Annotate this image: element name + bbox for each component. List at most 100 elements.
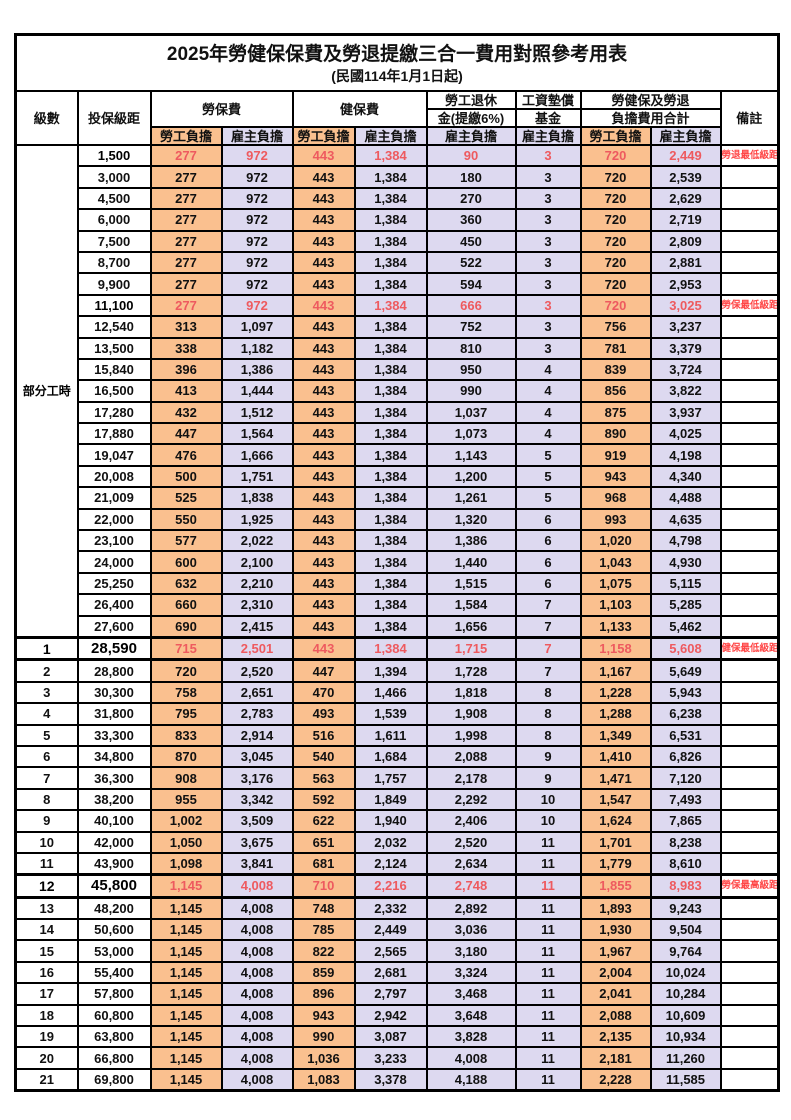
health-ins-employee-cell: 859 bbox=[291, 960, 356, 985]
bracket-cell: 4,500 bbox=[76, 186, 152, 211]
table-body: 部分工時 1,500 277 972 443 1,384 90 3 720 2,449 勞退最低級距… bbox=[14, 143, 780, 1092]
total-employee-cell: 720 bbox=[579, 272, 652, 296]
remark-cell bbox=[719, 658, 780, 683]
labor-ins-employer-cell: 3,675 bbox=[220, 830, 294, 854]
total-employer-cell: 7,493 bbox=[649, 787, 722, 812]
level-cell: 7 bbox=[14, 766, 79, 790]
total-employer-cell: 7,865 bbox=[649, 809, 722, 833]
wage-fund-employer-cell: 3 bbox=[514, 229, 582, 253]
total-employee-cell: 1,967 bbox=[579, 939, 652, 963]
bracket-cell: 26,400 bbox=[76, 593, 152, 617]
labor-ins-employee-cell: 1,145 bbox=[149, 982, 223, 1006]
table-row: 3 30,300 758 2,651 470 1,466 1,818 8 1,228 5,943 bbox=[14, 680, 780, 705]
bracket-cell: 69,800 bbox=[76, 1067, 152, 1092]
table-row: 24,000 600 2,100 443 1,384 1,440 6 1,043 4,930 bbox=[16, 550, 780, 574]
level-cell: 4 bbox=[14, 702, 79, 726]
total-employee-cell: 1,020 bbox=[579, 529, 652, 553]
total-employer-cell: 2,539 bbox=[649, 165, 722, 189]
page-title: 2025年勞健保保費及勞退提繳三合一費用對照參考用表 bbox=[166, 43, 628, 65]
labor-ins-employer-cell: 2,310 bbox=[220, 593, 294, 617]
bracket-cell: 3,000 bbox=[76, 165, 152, 189]
level-cell: 13 bbox=[14, 896, 79, 921]
labor-ins-employer-cell: 4,008 bbox=[220, 1024, 294, 1049]
labor-ins-employee-cell: 833 bbox=[149, 723, 223, 747]
wage-fund-employer-cell: 11 bbox=[514, 1003, 582, 1028]
pension-employer-cell: 1,073 bbox=[425, 422, 517, 446]
total-employer-cell: 2,719 bbox=[649, 208, 722, 232]
header-labor-employee: 勞工負擔 bbox=[149, 126, 223, 146]
health-ins-employer-cell: 1,384 bbox=[353, 400, 428, 425]
total-employer-cell: 4,198 bbox=[649, 443, 722, 467]
total-employee-cell: 1,855 bbox=[579, 873, 652, 899]
total-employee-cell: 2,135 bbox=[579, 1024, 652, 1049]
wage-fund-employer-cell: 11 bbox=[514, 1067, 582, 1092]
health-ins-employee-cell: 1,083 bbox=[291, 1067, 356, 1092]
health-ins-employee-cell: 443 bbox=[291, 336, 356, 360]
table-row: 6 34,800 870 3,045 540 1,684 2,088 9 1,410 6,826 bbox=[14, 744, 780, 769]
header-health-employer: 雇主負擔 bbox=[353, 126, 428, 146]
remark-cell bbox=[719, 229, 780, 253]
wage-fund-employer-cell: 11 bbox=[514, 873, 582, 899]
health-ins-employer-cell: 1,384 bbox=[353, 250, 428, 275]
health-ins-employee-cell: 822 bbox=[291, 939, 356, 963]
total-employee-cell: 720 bbox=[579, 293, 652, 318]
labor-ins-employee-cell: 277 bbox=[149, 293, 223, 318]
bracket-cell: 1,500 bbox=[76, 143, 152, 168]
labor-ins-employee-cell: 277 bbox=[149, 143, 223, 168]
pension-employer-cell: 3,828 bbox=[425, 1024, 517, 1049]
pension-employer-cell: 3,036 bbox=[425, 918, 517, 942]
health-ins-employer-cell: 1,384 bbox=[353, 336, 428, 360]
remark-cell bbox=[719, 1067, 780, 1092]
table-row: 23,100 577 2,022 443 1,384 1,386 6 1,020 4,798 bbox=[16, 529, 780, 553]
table-row: 8 38,200 955 3,342 592 1,849 2,292 10 1,547 7,493 bbox=[14, 787, 780, 812]
remark-cell bbox=[719, 982, 780, 1006]
pension-employer-cell: 1,908 bbox=[425, 702, 517, 726]
health-ins-employee-cell: 563 bbox=[291, 766, 356, 790]
pension-employer-cell: 810 bbox=[425, 336, 517, 360]
health-ins-employer-cell: 2,216 bbox=[353, 873, 428, 899]
remark-cell: 勞退最低級距 bbox=[719, 143, 780, 168]
health-ins-employer-cell: 1,384 bbox=[353, 379, 428, 403]
total-employee-cell: 2,181 bbox=[579, 1046, 652, 1070]
labor-ins-employee-cell: 1,145 bbox=[149, 1003, 223, 1028]
health-ins-employer-cell: 1,384 bbox=[353, 272, 428, 296]
labor-ins-employer-cell: 1,838 bbox=[220, 486, 294, 510]
remark-cell bbox=[719, 1046, 780, 1070]
bracket-cell: 63,800 bbox=[76, 1024, 152, 1049]
wage-fund-employer-cell: 11 bbox=[514, 982, 582, 1006]
pension-employer-cell: 2,748 bbox=[425, 873, 517, 899]
labor-ins-employee-cell: 277 bbox=[149, 208, 223, 232]
health-ins-employer-cell: 3,378 bbox=[353, 1067, 428, 1092]
level-group-cell: 部分工時 bbox=[14, 143, 79, 639]
labor-ins-employee-cell: 720 bbox=[149, 658, 223, 683]
labor-ins-employee-cell: 500 bbox=[149, 464, 223, 489]
remark-cell bbox=[719, 939, 780, 963]
labor-ins-employee-cell: 432 bbox=[149, 400, 223, 425]
total-employer-cell: 5,649 bbox=[649, 658, 722, 683]
health-ins-employer-cell: 2,449 bbox=[353, 918, 428, 942]
wage-fund-employer-cell: 7 bbox=[514, 614, 582, 639]
remark-cell bbox=[719, 422, 780, 446]
bracket-cell: 13,500 bbox=[76, 336, 152, 360]
health-ins-employer-cell: 2,565 bbox=[353, 939, 428, 963]
labor-ins-employee-cell: 870 bbox=[149, 744, 223, 769]
total-employer-cell: 11,260 bbox=[649, 1046, 722, 1070]
labor-ins-employee-cell: 1,002 bbox=[149, 809, 223, 833]
pension-employer-cell: 1,728 bbox=[425, 658, 517, 683]
total-employee-cell: 1,133 bbox=[579, 614, 652, 639]
wage-fund-employer-cell: 6 bbox=[514, 550, 582, 574]
wage-fund-employer-cell: 11 bbox=[514, 851, 582, 876]
health-ins-employee-cell: 443 bbox=[291, 614, 356, 639]
health-ins-employer-cell: 1,539 bbox=[353, 702, 428, 726]
health-ins-employer-cell: 2,797 bbox=[353, 982, 428, 1006]
wage-fund-employer-cell: 9 bbox=[514, 744, 582, 769]
total-employer-cell: 2,449 bbox=[649, 143, 722, 168]
health-ins-employer-cell: 1,384 bbox=[353, 529, 428, 553]
header-row-groups-2: 金(提繳6%) 基金 負擔費用合計 bbox=[16, 108, 779, 128]
labor-ins-employer-cell: 2,100 bbox=[220, 550, 294, 574]
labor-ins-employer-cell: 972 bbox=[220, 272, 294, 296]
bracket-cell: 17,280 bbox=[76, 400, 152, 425]
labor-ins-employee-cell: 1,145 bbox=[149, 939, 223, 963]
total-employee-cell: 919 bbox=[579, 443, 652, 467]
health-ins-employer-cell: 1,384 bbox=[353, 143, 428, 168]
